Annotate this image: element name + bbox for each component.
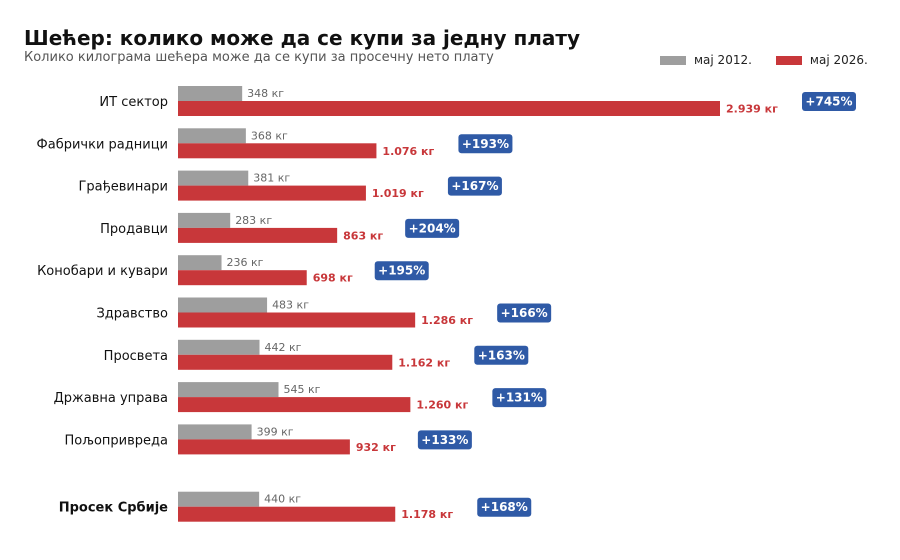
legend-swatch-2026 xyxy=(775,55,802,65)
value-label-2012-8: 399 кг xyxy=(257,425,294,438)
bar-2012-4 xyxy=(178,255,222,271)
value-label-2026-6: 1.162 кг xyxy=(398,356,450,369)
category-label-5: Здравство xyxy=(96,307,168,322)
change-badge-label-5: +166% xyxy=(501,306,548,320)
bar-2026-2 xyxy=(178,185,366,201)
value-label-2026-2: 1.019 кг xyxy=(372,187,424,200)
value-label-2012-4: 236 кг xyxy=(227,256,264,269)
legend-label-2026: мај 2026. xyxy=(809,53,868,67)
value-label-2026-7: 1.260 кг xyxy=(416,399,468,412)
change-badge-8 xyxy=(417,430,472,450)
change-badge-label-3: +204% xyxy=(409,221,456,235)
bar-2026-1 xyxy=(178,143,377,159)
value-label-2012-9: 440 кг xyxy=(264,493,301,506)
category-label-0: ИТ сектор xyxy=(99,95,168,110)
bar-2026-6 xyxy=(178,354,393,370)
bar-2012-5 xyxy=(178,297,268,313)
bar-2026-8 xyxy=(178,439,350,455)
bar-2012-2 xyxy=(178,170,249,186)
change-badge-0 xyxy=(802,92,856,111)
value-label-2012-7: 545 кг xyxy=(284,383,321,396)
change-badge-7 xyxy=(492,388,547,408)
bar-2026-0 xyxy=(178,101,720,116)
change-badge-label-0: +745% xyxy=(805,95,852,109)
bar-2012-9 xyxy=(178,491,260,507)
change-badge-5 xyxy=(497,303,552,323)
change-badge-3 xyxy=(405,218,460,238)
value-label-2012-2: 381 кг xyxy=(253,172,290,185)
category-label-9: Просек Србије xyxy=(59,501,168,516)
value-label-2026-1: 1.076 кг xyxy=(382,145,434,158)
change-badge-label-2: +167% xyxy=(451,179,498,193)
change-badge-label-6: +163% xyxy=(478,348,525,362)
value-label-2026-5: 1.286 кг xyxy=(421,314,473,327)
change-badge-label-4: +195% xyxy=(378,264,425,278)
change-badge-9 xyxy=(477,497,532,517)
chart-subtitle: Колико килограма шећера може да се купи … xyxy=(24,50,494,65)
value-label-2026-8: 932 кг xyxy=(356,441,396,454)
bar-2026-3 xyxy=(178,227,338,243)
bar-2026-9 xyxy=(178,506,396,522)
change-badge-4 xyxy=(374,261,429,281)
bar-2012-1 xyxy=(178,128,246,144)
value-label-2026-4: 698 кг xyxy=(313,272,353,285)
value-label-2026-3: 863 кг xyxy=(343,229,383,242)
change-badge-label-9: +168% xyxy=(481,500,528,514)
category-label-2: Грађевинари xyxy=(78,180,168,195)
value-label-2012-1: 368 кг xyxy=(251,129,288,142)
category-label-3: Продавци xyxy=(100,222,168,237)
legend-item-2012: мај 2012. xyxy=(660,53,752,67)
bar-2012-8 xyxy=(178,424,252,440)
change-badge-2 xyxy=(447,176,502,196)
change-badge-6 xyxy=(474,345,529,365)
bar-2012-7 xyxy=(178,382,279,398)
value-label-2026-9: 1.178 кг xyxy=(401,508,453,521)
bar-2026-4 xyxy=(178,270,307,286)
bar-2012-6 xyxy=(178,339,260,355)
category-label-7: Државна управа xyxy=(54,391,168,406)
change-badge-1 xyxy=(458,134,513,154)
change-badge-label-8: +133% xyxy=(421,433,468,447)
value-label-2012-5: 483 кг xyxy=(272,299,309,312)
bar-2012-3 xyxy=(178,212,231,228)
value-label-2012-0: 348 кг xyxy=(247,87,284,100)
change-badge-label-1: +193% xyxy=(462,137,509,151)
chart-legend: мај 2012. мај 2026. xyxy=(660,53,868,67)
legend-swatch-2012 xyxy=(660,55,686,65)
category-label-1: Фабрички радници xyxy=(37,137,168,152)
bar-2012-0 xyxy=(178,86,243,101)
bar-2026-5 xyxy=(178,312,416,328)
legend-item-2026: мај 2026. xyxy=(775,53,868,67)
change-badge-label-7: +131% xyxy=(496,391,543,405)
category-label-6: Просвета xyxy=(104,349,168,364)
category-label-4: Конобари и кувари xyxy=(37,264,168,279)
value-label-2026-0: 2.939 кг xyxy=(726,103,778,116)
bar-2026-7 xyxy=(178,397,411,413)
chart-title: Шећер: колико може да се купи за једну п… xyxy=(24,26,581,50)
value-label-2012-6: 442 кг xyxy=(265,341,302,354)
category-label-8: Пољопривреда xyxy=(65,433,168,448)
value-label-2012-3: 283 кг xyxy=(235,214,272,227)
legend-label-2012: мај 2012. xyxy=(694,53,752,67)
